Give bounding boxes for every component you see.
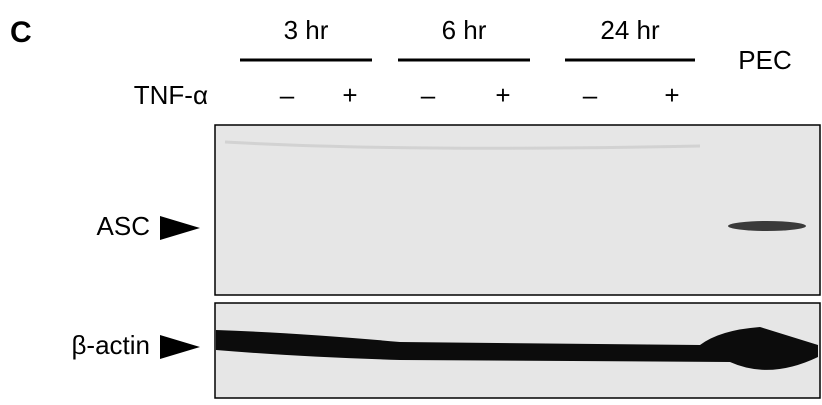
group-label: 6 hr xyxy=(442,15,487,45)
arrowhead xyxy=(160,216,200,240)
blot-label: β-actin xyxy=(71,330,150,360)
group-label: 24 hr xyxy=(600,15,660,45)
treatment-sign: – xyxy=(421,80,436,110)
group-label: 3 hr xyxy=(284,15,329,45)
treatment-sign: – xyxy=(583,80,598,110)
treatment-sign: – xyxy=(280,80,295,110)
row-label: TNF-α xyxy=(134,80,208,110)
panel-label: C xyxy=(10,16,32,49)
asc-band xyxy=(728,221,806,231)
treatment-sign: + xyxy=(664,80,679,110)
treatment-sign: + xyxy=(342,80,357,110)
treatment-sign: + xyxy=(495,80,510,110)
blot-label: ASC xyxy=(97,211,150,241)
extra-lane-label: PEC xyxy=(738,45,791,75)
figure: C TNF-α PEC ASC β-actin 3 hr – +6 hr – +24 h… xyxy=(0,0,822,405)
blot-asc xyxy=(215,125,820,295)
arrowhead xyxy=(160,335,200,359)
